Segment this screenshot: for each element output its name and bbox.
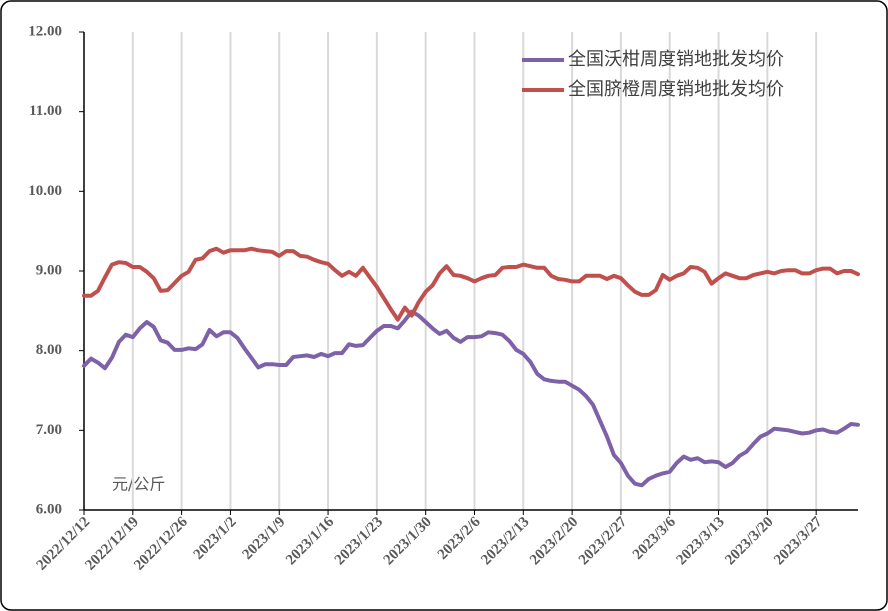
y-tick-label: 10.00 — [28, 183, 62, 199]
series-line — [82, 246, 860, 322]
legend-label: 全国脐橙周度销地批发均价 — [568, 79, 784, 100]
y-tick-label: 12.00 — [28, 23, 62, 39]
y-tick-label: 11.00 — [29, 103, 62, 119]
y-tick-label: 6.00 — [36, 501, 62, 517]
legend-label: 全国沃柑周度销地批发均价 — [568, 49, 784, 70]
series-line — [82, 309, 860, 488]
y-tick-label: 7.00 — [36, 422, 62, 438]
y-tick-label: 9.00 — [36, 262, 62, 278]
y-tick-label: 8.00 — [36, 342, 62, 358]
unit-annotation: 元/公斤 — [112, 475, 165, 494]
